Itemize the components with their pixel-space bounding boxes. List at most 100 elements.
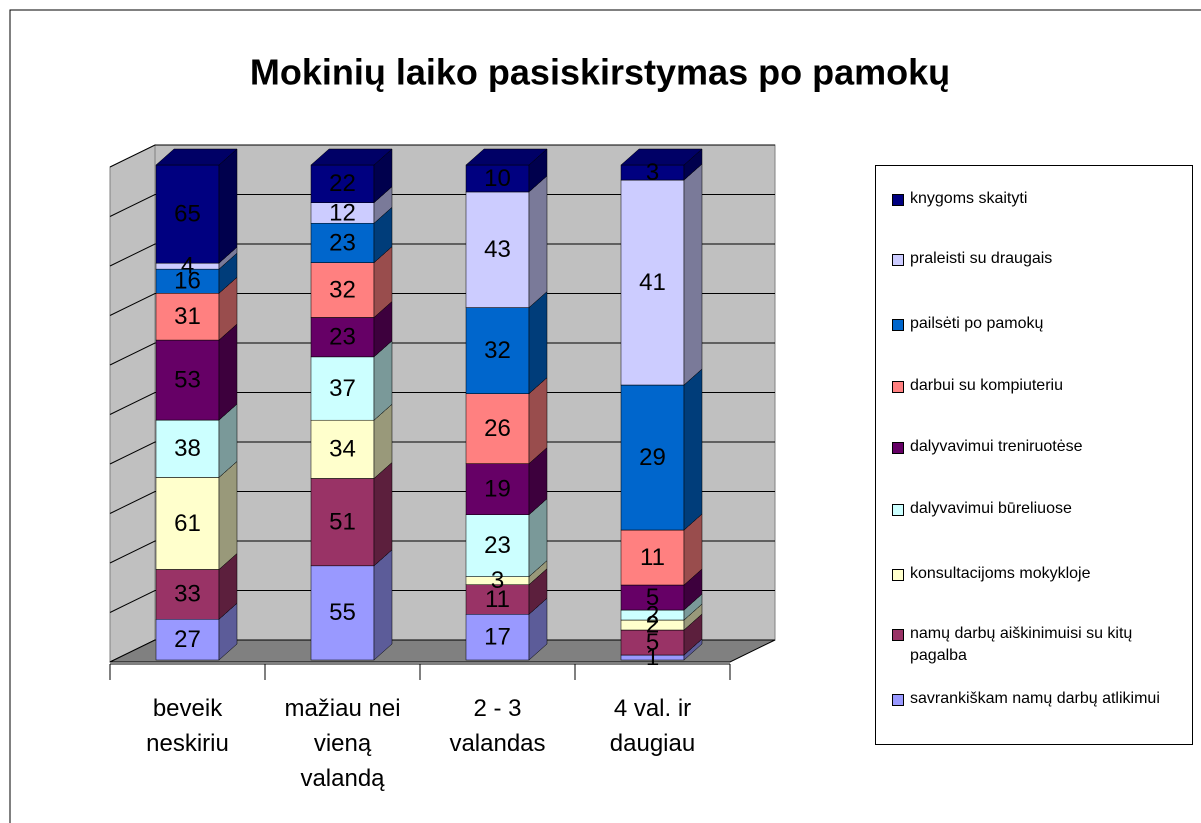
chart-title: Mokinių laiko pasiskirstymas po pamokų (250, 52, 950, 93)
bar-top (310, 148, 393, 166)
data-label: 26 (484, 415, 511, 442)
data-label: 10 (484, 165, 511, 192)
data-label: 43 (484, 236, 511, 263)
legend-swatch (892, 442, 904, 454)
bar-top (155, 148, 238, 166)
grid-line (109, 441, 775, 465)
legend-label: dalyvavimui būreliuose (910, 500, 1072, 517)
legend-label: namų darbų aiškinimuisi su kitų pagalba (910, 625, 1133, 664)
grid-line (109, 491, 775, 514)
bar-side (373, 549, 393, 661)
bar-segment (465, 191, 530, 308)
legend: knygoms skaityti praleisti su draugais pai… (875, 165, 1193, 745)
bar-segment (155, 339, 220, 421)
data-label: 1 (646, 644, 659, 671)
bar-side (528, 291, 548, 395)
data-label: 5 (646, 629, 659, 656)
data-label: 55 (329, 599, 356, 626)
x-tick-label: 2 - 3 valandas (449, 695, 545, 757)
legend-item: dalyvavimui būreliuose (892, 498, 1182, 520)
data-label: 31 (174, 303, 201, 330)
data-label: 53 (174, 366, 201, 393)
legend-item: knygoms skaityti (892, 188, 1182, 210)
bar-segment (310, 478, 375, 567)
grid-line (109, 392, 775, 415)
legend-swatch (892, 694, 904, 706)
data-label: 41 (639, 269, 666, 296)
bar-segment (155, 619, 220, 661)
bar-side (683, 368, 703, 531)
legend-label: savrankiškam namų darbų atlikimui (910, 690, 1160, 707)
data-label: 2 (646, 601, 659, 628)
data-label: 17 (484, 623, 511, 650)
x-tick-label: mažiau nei vieną valandą (284, 695, 400, 792)
legend-item: savrankiškam namų darbų atlikimui (892, 688, 1182, 710)
legend-swatch (892, 569, 904, 581)
grid-line (109, 194, 775, 217)
legend-item: namų darbų aiškinimuisi su kitų pagalba (892, 623, 1182, 667)
data-label: 32 (484, 337, 511, 364)
bar-side (218, 148, 238, 264)
bar-segment (465, 393, 530, 464)
bar-segment (310, 262, 375, 318)
bar-segment (310, 222, 375, 263)
bar-segment (310, 164, 375, 203)
data-label: 12 (329, 199, 356, 226)
x-tick-label: beveik neskiriu (146, 695, 229, 757)
legend-swatch (892, 629, 904, 641)
bar-segment (620, 629, 685, 656)
grid-line (109, 590, 775, 613)
bar-top (620, 148, 703, 166)
bar-segment (310, 565, 375, 661)
data-label: 29 (639, 444, 666, 471)
grid-line (109, 342, 775, 366)
legend-label: darbui su kompiuteriu (910, 377, 1063, 394)
legend-label: konsultacijoms mokykloje (910, 565, 1091, 582)
data-label: 3 (646, 159, 659, 186)
bar-side (528, 175, 548, 309)
bar-segment (620, 384, 685, 531)
data-label: 11 (485, 586, 510, 613)
data-label: 37 (329, 375, 356, 402)
grid-line (109, 540, 775, 564)
legend-label: praleisti su draugais (910, 250, 1053, 267)
data-label: 61 (174, 510, 201, 537)
bar-segment (465, 614, 530, 661)
x-tick-label: 4 val. ir daugiau (610, 695, 695, 757)
bar-segment (620, 584, 685, 611)
data-label: 4 (181, 252, 194, 279)
bar-segment (620, 179, 685, 386)
legend-swatch (892, 381, 904, 393)
data-label: 2 (646, 611, 659, 638)
legend-item: pailsėti po pamokų (892, 313, 1182, 335)
data-label: 19 (484, 476, 511, 503)
data-label: 32 (329, 276, 356, 303)
legend-label: pailsėti po pamokų (910, 315, 1044, 332)
legend-item: dalyvavimui treniruotėse (892, 436, 1182, 458)
data-label: 23 (484, 532, 511, 559)
bar-segment (620, 529, 685, 586)
bar-side (683, 163, 703, 386)
bar-segment (465, 164, 530, 193)
legend-item: darbui su kompiuteriu (892, 375, 1182, 397)
bar-segment (465, 463, 530, 515)
data-label: 23 (329, 229, 356, 256)
legend-swatch (892, 194, 904, 206)
data-label: 3 (491, 567, 504, 594)
data-label: 11 (640, 544, 665, 571)
bar-segment (310, 317, 375, 358)
legend-item: praleisti su draugais (892, 248, 1182, 270)
legend-label: dalyvavimui treniruotėse (910, 438, 1083, 455)
data-label: 51 (329, 508, 356, 535)
bar-side (373, 461, 393, 567)
bar-segment (155, 164, 220, 264)
bar-top (465, 148, 548, 166)
data-label: 34 (329, 436, 356, 463)
data-label: 65 (174, 200, 201, 227)
bar-segment (155, 419, 220, 478)
legend-item: konsultacijoms mokykloje (892, 563, 1182, 585)
legend-label: knygoms skaityti (910, 190, 1028, 207)
data-label: 38 (174, 435, 201, 462)
grid-line (109, 293, 775, 316)
